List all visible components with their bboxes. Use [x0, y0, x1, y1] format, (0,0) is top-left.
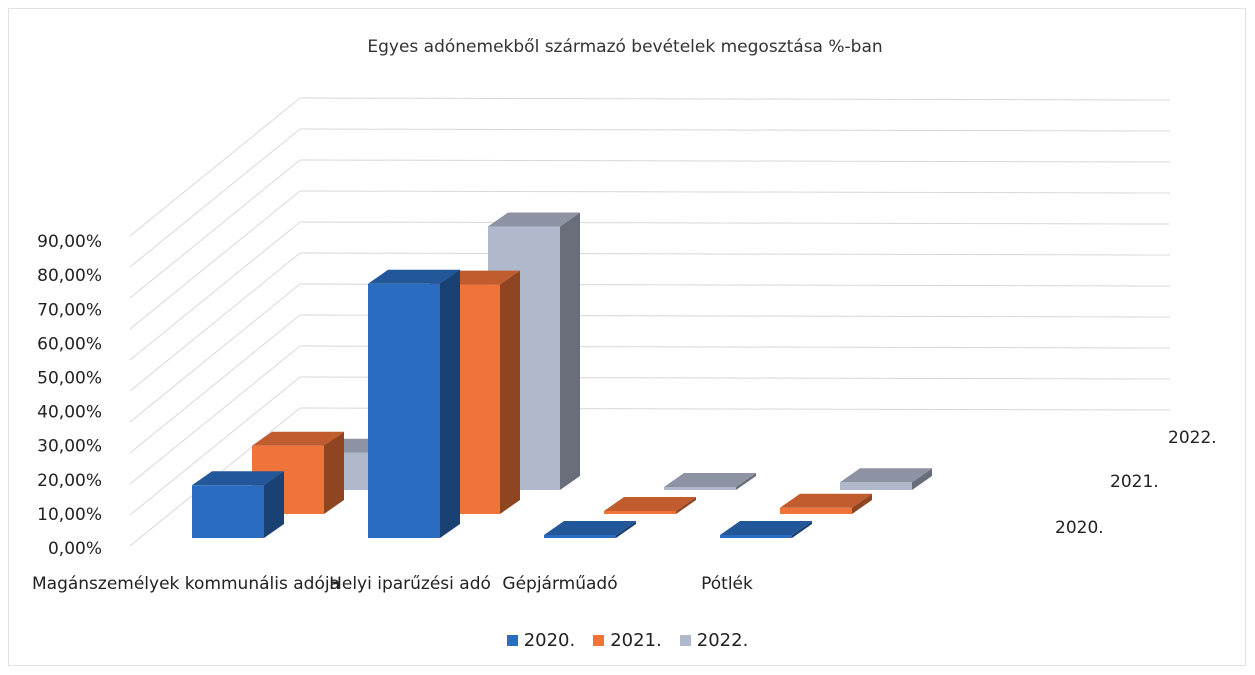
bar-2022-2 [664, 473, 756, 490]
bar-2020-3 [720, 521, 812, 538]
bar-top [252, 431, 344, 446]
gridline-wall [129, 221, 301, 361]
y-tick-label: 60,00% [37, 334, 102, 354]
legend-label: 2022. [696, 630, 749, 651]
bar-front [544, 535, 616, 538]
bar-side [736, 473, 756, 490]
legend: 2020. 2021. 2022. [0, 630, 1255, 651]
y-tick-label: 30,00% [37, 437, 102, 457]
y-axis-ticks: 0,00% 10,00% 20,00% 30,00% 40,00% 50,00% 60,00… [37, 232, 102, 559]
depth-label: 2020. [1055, 518, 1104, 538]
legend-item: 2020. [506, 630, 576, 651]
bar-2022-3 [840, 468, 932, 490]
bar-front [192, 485, 264, 538]
bar-2021-2 [604, 497, 696, 514]
gridline-back [299, 159, 1171, 163]
x-tick-label: Gépjárműadó [502, 574, 617, 594]
bar-top [840, 468, 932, 483]
bar-front [780, 507, 852, 514]
gridline-back [299, 190, 1171, 194]
bar-side [792, 521, 812, 538]
gridline-back [299, 221, 1171, 225]
bars [192, 212, 932, 538]
chart-title: Egyes adónemekből származó bevételek meg… [367, 37, 882, 57]
bar-side [616, 521, 636, 538]
y-tick-label: 40,00% [37, 403, 102, 423]
bar-top [192, 471, 284, 486]
bar-2020-1 [368, 269, 460, 538]
bar-top [544, 521, 636, 535]
bar-top [488, 212, 580, 227]
gridline-wall [129, 314, 301, 454]
bar-side [440, 269, 460, 538]
bar-side [324, 431, 344, 514]
legend-swatch [593, 635, 605, 646]
gridline-back [299, 252, 1171, 256]
bar-front [604, 511, 676, 514]
gridline-wall [129, 345, 301, 485]
gridline-back [299, 97, 1171, 101]
depth-axis-labels: 2020. 2021. 2022. [1055, 428, 1217, 538]
bar-2020-2 [544, 521, 636, 538]
legend-item: 2022. [679, 630, 749, 651]
legend-label: 2020. [523, 630, 576, 651]
y-tick-label: 10,00% [37, 505, 102, 525]
y-tick-label: 70,00% [37, 300, 102, 320]
bar-front [664, 487, 736, 490]
gridlines [129, 97, 1171, 547]
depth-label: 2021. [1110, 472, 1159, 492]
bar-side [500, 270, 520, 514]
legend-swatch [679, 635, 691, 646]
bar-top [664, 473, 756, 487]
gridline-wall [129, 190, 301, 330]
gridline-wall [129, 128, 301, 268]
gridline-wall [129, 376, 301, 516]
gridline-wall [129, 283, 301, 423]
y-tick-label: 20,00% [37, 471, 102, 491]
y-tick-label: 80,00% [37, 266, 102, 286]
bar-side [852, 493, 872, 514]
bar-top [604, 497, 696, 511]
x-tick-label: Pótlék [701, 574, 753, 594]
bar-top [780, 493, 872, 508]
bar-top [368, 269, 460, 284]
bar-side [264, 471, 284, 538]
bar-side [912, 468, 932, 490]
bar-top [720, 521, 812, 535]
gridline-wall [129, 97, 301, 237]
bar-front [368, 283, 440, 538]
chart-frame [8, 8, 1246, 666]
y-tick-label: 50,00% [37, 369, 102, 389]
bar-2021-3 [780, 493, 872, 514]
gridline-wall [129, 252, 301, 392]
legend-item: 2021. [593, 630, 662, 651]
x-tick-label: Magánszemélyek kommunális adója [32, 574, 340, 594]
bar-front [840, 482, 912, 490]
bar-side [560, 212, 580, 490]
bar-side [676, 497, 696, 514]
y-tick-label: 0,00% [48, 539, 102, 559]
y-tick-label: 90,00% [37, 232, 102, 252]
bar-front [720, 535, 792, 538]
gridline-wall [129, 159, 301, 299]
depth-label: 2022. [1168, 428, 1217, 448]
x-tick-label: Helyi iparűzési adó [329, 574, 491, 594]
legend-swatch [506, 635, 518, 646]
legend-label: 2021. [610, 630, 662, 651]
gridline-back [299, 128, 1171, 132]
bar-2020-0 [192, 471, 284, 538]
